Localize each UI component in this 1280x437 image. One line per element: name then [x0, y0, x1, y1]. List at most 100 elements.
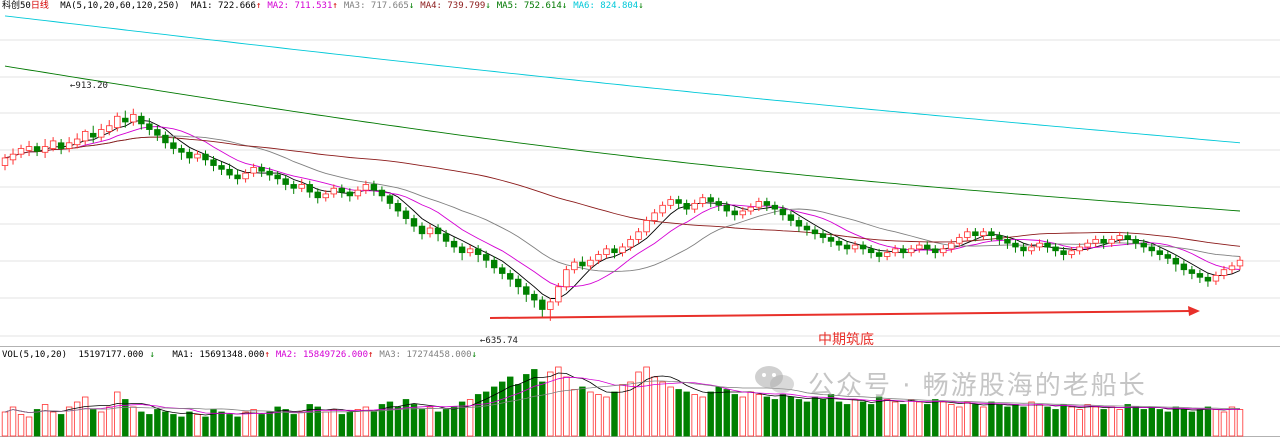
ma-line-5: [4, 65, 1241, 212]
volume-bar: [1108, 406, 1115, 437]
candle: [643, 216, 650, 236]
candle: [1044, 239, 1051, 253]
candle: [1052, 243, 1059, 257]
candle: [1092, 235, 1099, 247]
candle: [474, 245, 482, 263]
price-ma5: MA5: 752.614↓: [496, 1, 568, 11]
candle: [980, 228, 987, 240]
candle: [739, 207, 746, 219]
candle: [73, 133, 81, 149]
volume-bar: [1132, 406, 1139, 437]
volume-bar: [1196, 409, 1204, 437]
volume-bar: [779, 394, 787, 437]
index-name: 科创50: [2, 1, 31, 11]
ma-line-1: [4, 119, 1241, 299]
volume-bar: [426, 406, 434, 437]
candle: [1140, 239, 1147, 253]
candle: [282, 175, 289, 191]
volume-bar: [635, 371, 642, 437]
candle: [482, 250, 490, 268]
ma-line-6: [4, 15, 1241, 144]
candle: [386, 193, 394, 210]
candle: [779, 205, 787, 221]
candle: [715, 197, 722, 211]
volume-bar: [1148, 406, 1155, 437]
candle: [691, 199, 698, 213]
volume-bar: [226, 414, 233, 437]
candle: [1020, 243, 1027, 257]
candle: [41, 139, 49, 158]
volume-bar: [1060, 404, 1067, 437]
candle: [515, 275, 522, 295]
volume-bar: [402, 399, 410, 437]
volume-bar: [843, 404, 851, 437]
volume-bar: [1164, 411, 1172, 437]
volume-bar: [587, 391, 594, 437]
period-label: 日线: [30, 1, 49, 11]
volume-bar: [146, 414, 153, 437]
candle: [170, 137, 177, 155]
high-label: ←913.20: [70, 81, 108, 91]
volume-bar: [595, 394, 602, 437]
candle: [811, 226, 819, 240]
candle: [49, 137, 57, 152]
candle: [410, 214, 418, 232]
candle: [322, 190, 329, 202]
volume-bar: [1124, 404, 1131, 437]
candle: [266, 167, 273, 181]
volume-bar: [771, 399, 779, 437]
candle: [9, 148, 17, 165]
volume-bar: [242, 411, 249, 437]
volume-bar: [282, 409, 289, 437]
candle: [683, 199, 690, 215]
candle: [418, 222, 426, 240]
volume-bar: [1116, 409, 1123, 437]
volume-bar: [338, 414, 346, 437]
vol-ma1: MA1: 15691348.000↑: [172, 350, 270, 360]
candle: [202, 150, 209, 166]
candle: [1100, 235, 1107, 249]
vol-ma3: MA3: 17274458.000↓: [379, 350, 477, 360]
volume-bar: [683, 391, 690, 437]
wechat-icon: [755, 366, 794, 393]
candle: [763, 197, 771, 211]
candle: [595, 250, 602, 265]
candle: [290, 180, 297, 194]
volume-bar: [218, 411, 225, 437]
candle: [146, 118, 153, 136]
volume-legend: VOL(5,10,20) 15197177.000 ↓ MA1: 15691348…: [2, 350, 489, 361]
volume-bar: [555, 366, 562, 437]
candle: [314, 188, 321, 204]
candle: [1204, 273, 1212, 287]
candle: [964, 228, 971, 242]
vol-ma2: MA2: 15849726.000↑: [275, 350, 374, 360]
volume-bar: [787, 396, 795, 437]
volume-bar: [1180, 409, 1188, 437]
volume-bar: [715, 386, 722, 437]
volume-bar: [362, 406, 370, 437]
candle: [250, 163, 257, 177]
arrow-text: 中期筑底: [818, 332, 874, 348]
volume-bar: [827, 394, 835, 437]
volume-bar: [603, 396, 610, 437]
candle: [1124, 231, 1131, 246]
candle: [122, 110, 129, 128]
candle: [587, 256, 594, 270]
candle: [33, 142, 41, 157]
candle: [667, 195, 674, 210]
candle: [354, 186, 362, 200]
candle: [907, 245, 915, 257]
candle: [867, 245, 875, 259]
volume-bar: [234, 416, 241, 437]
volume-bar: [434, 411, 442, 437]
candle: [723, 201, 730, 217]
volume-bar: [1004, 406, 1011, 437]
volume-bar: [210, 409, 217, 437]
candle: [851, 241, 859, 253]
watermark: 公众号 · 畅游股海的老船长: [808, 371, 1147, 401]
candle: [162, 131, 169, 149]
volume-bar: [49, 411, 57, 437]
candle: [442, 229, 450, 247]
volume-bar: [499, 381, 506, 437]
